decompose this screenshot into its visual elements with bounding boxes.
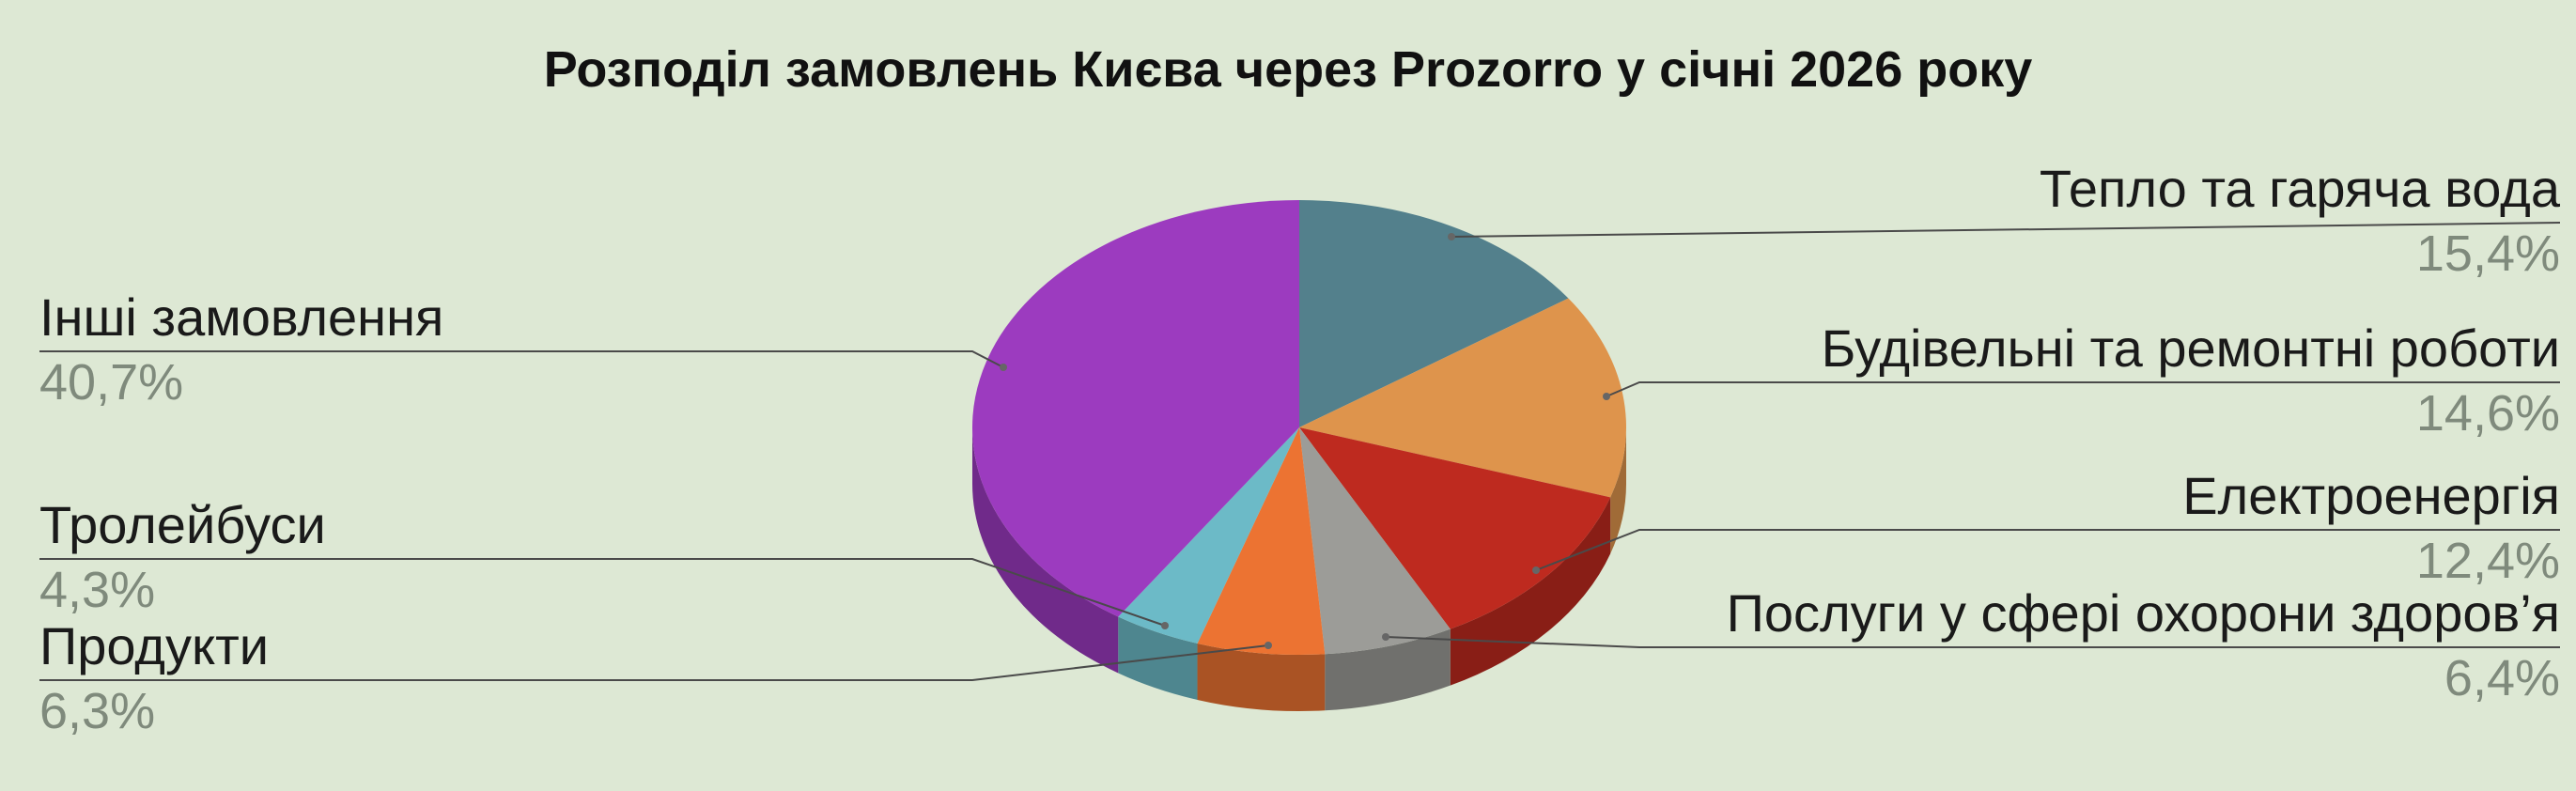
leader-line-6: [39, 350, 1004, 368]
pie-side-3: [1325, 628, 1451, 711]
leader-line-2: [1535, 529, 2560, 571]
pie-side-1: [1610, 427, 1626, 554]
slice-value-label-5: 4,3%: [39, 562, 155, 618]
pie-slice-1: [1299, 298, 1626, 498]
slice-value-label-3: 6,4%: [2444, 650, 2560, 706]
leader-dot-6: [1000, 364, 1007, 371]
leader-line-4: [39, 644, 1269, 681]
slice-label-3: Послуги у сфері охорони здоров’я: [1727, 583, 2560, 643]
leader-dot-3: [1382, 633, 1389, 641]
leader-dot-5: [1161, 622, 1169, 629]
leader-dot-0: [1448, 233, 1455, 240]
slice-label-2: Електроенергія: [2182, 466, 2560, 525]
leader-line-3: [1385, 636, 2560, 648]
leader-line-0: [1451, 222, 2561, 238]
pie-slice-5: [1118, 427, 1299, 644]
slice-value-label-4: 6,3%: [39, 683, 155, 739]
slice-label-0: Тепло та гаряча вода: [2040, 159, 2561, 218]
slice-label-6: Інші замовлення: [39, 287, 443, 347]
slice-label-1: Будівельні та ремонтні роботи: [1822, 318, 2560, 378]
pie-slice-6: [972, 200, 1299, 617]
slice-label-5: Тролейбуси: [39, 495, 326, 554]
leader-line-1: [1606, 381, 2560, 397]
slice-label-4: Продукти: [39, 616, 269, 675]
slice-value-label-6: 40,7%: [39, 354, 183, 411]
leader-dot-1: [1603, 393, 1610, 400]
slice-value-label-0: 15,4%: [2416, 225, 2560, 282]
slice-value-label-1: 14,6%: [2416, 385, 2560, 442]
pie-slice-0: [1299, 200, 1569, 427]
leader-dot-4: [1265, 642, 1272, 649]
leader-line-5: [39, 558, 1166, 627]
pie-top-group: [972, 200, 1626, 655]
leader-dot-2: [1532, 566, 1540, 574]
pie-side-2: [1450, 497, 1611, 686]
chart-title: Розподіл замовлень Києва через Prozorro …: [544, 41, 2033, 98]
pie-slice-3: [1299, 427, 1451, 655]
pie-side-4: [1197, 643, 1326, 711]
pie-slice-2: [1299, 427, 1611, 629]
pie-slice-4: [1197, 427, 1326, 655]
pie-side-6: [972, 427, 1119, 674]
pie-labels-group: Тепло та гаряча вода 15,4% Будівельні та р…: [39, 159, 2561, 739]
slice-value-label-2: 12,4%: [2416, 533, 2560, 589]
